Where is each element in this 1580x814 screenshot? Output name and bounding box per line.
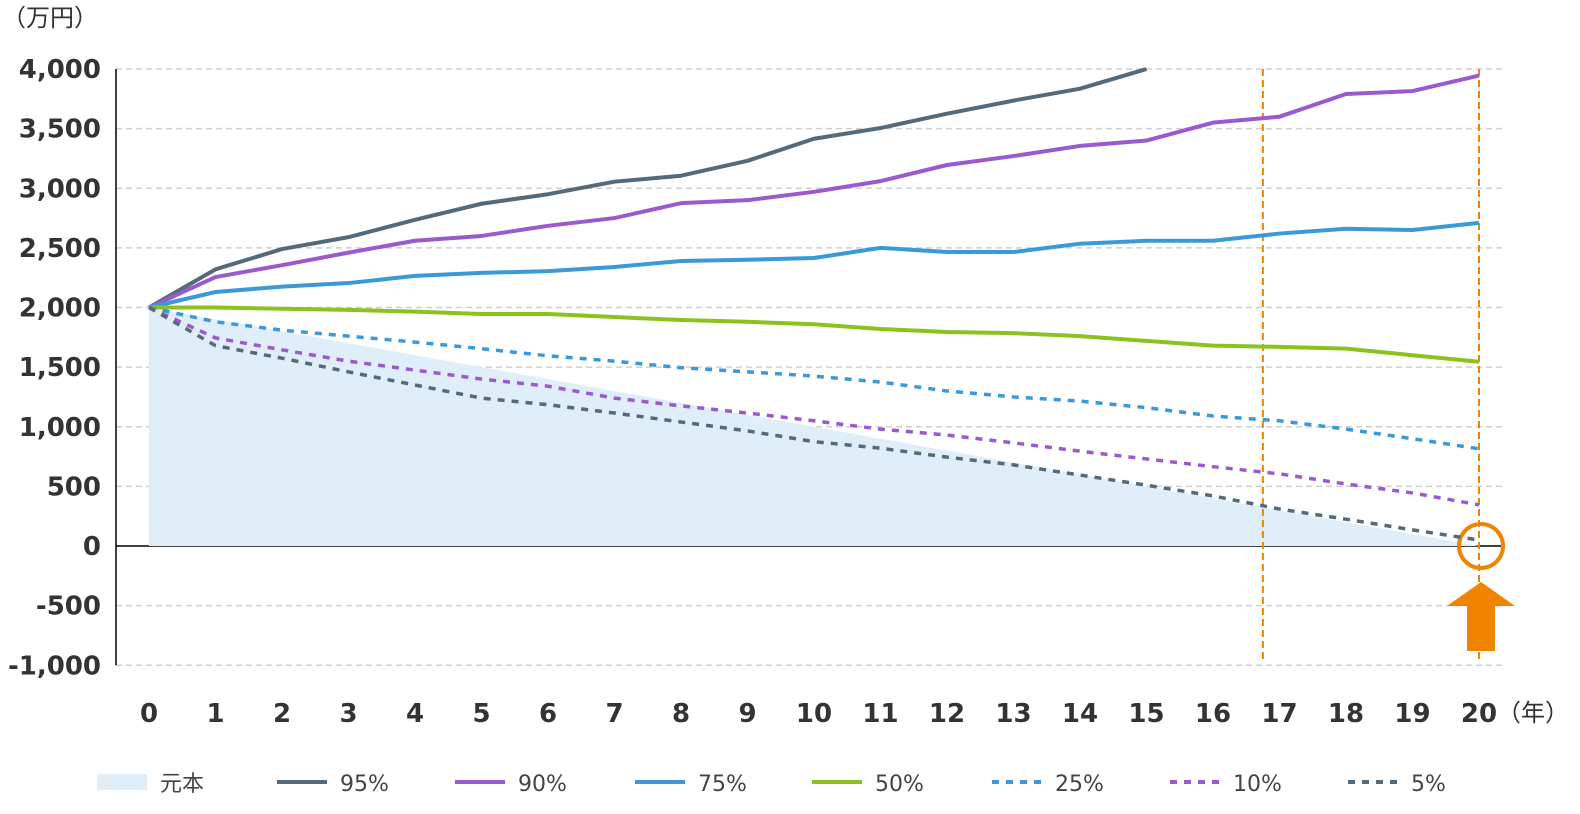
y-unit-label: （万円）: [2, 4, 98, 32]
x-tick-label: 15: [1128, 699, 1164, 729]
x-tick-label: 14: [1062, 699, 1098, 729]
y-tick-label: 3,000: [19, 174, 101, 204]
y-tick-label: 4,000: [19, 55, 101, 85]
x-axis-ticks: 0 1 2 3 4 5 6 7 8 9 10 11 12 13 14 15 16 17 18 19 20: [140, 699, 1497, 729]
legend-swatch-principal: [97, 774, 147, 790]
x-tick-label: 18: [1328, 699, 1364, 729]
y-tick-label: -1,000: [8, 651, 101, 681]
series-line-90pct: [148, 73, 1480, 310]
y-tick-label: 1,500: [19, 353, 101, 383]
x-tick-label: 8: [672, 699, 690, 729]
x-tick-label: 6: [539, 699, 557, 729]
legend-label: 90%: [518, 772, 567, 797]
legend-label: 25%: [1055, 772, 1104, 797]
series-line-95pct: [148, 67, 1148, 310]
y-tick-label: 2,000: [19, 294, 101, 324]
x-tick-label: 13: [995, 699, 1031, 729]
x-tick-label: 5: [472, 699, 490, 729]
legend-label-principal: 元本: [160, 772, 204, 797]
legend-label: 10%: [1233, 772, 1282, 797]
x-tick-label: 2: [273, 699, 291, 729]
legend-label: 95%: [340, 772, 389, 797]
x-tick-label: 16: [1195, 699, 1231, 729]
x-tick-label: 9: [738, 699, 756, 729]
highlight-circle: [1457, 522, 1505, 570]
x-tick-label: 12: [929, 699, 965, 729]
series-lines: [148, 67, 1480, 542]
y-tick-label: 3,500: [19, 115, 101, 145]
x-tick-label: 19: [1394, 699, 1430, 729]
y-axis-ticks: -1,000 -500 0 500 1,000 1,500 2,000 2,500 3,000 3…: [8, 55, 101, 681]
x-tick-label: 11: [862, 699, 898, 729]
x-tick-label: 10: [796, 699, 832, 729]
series-line-10pct: [148, 305, 1480, 507]
principal-area: [149, 307, 1479, 546]
x-unit-label: （年）: [1497, 699, 1569, 727]
legend-label: 5%: [1411, 772, 1446, 797]
legend: 元本 95% 90% 75% 50% 25% 10% 5%: [97, 772, 1446, 797]
y-tick-label: 2,500: [19, 234, 101, 264]
x-tick-label: 7: [605, 699, 623, 729]
y-tick-label: -500: [36, 592, 101, 622]
x-tick-label: 17: [1261, 699, 1297, 729]
y-tick-label: 1,000: [19, 413, 101, 443]
x-tick-label: 3: [339, 699, 357, 729]
principal-area-fill: [149, 307, 1479, 546]
annotations: [1261, 69, 1515, 663]
x-tick-label: 0: [140, 699, 158, 729]
y-tick-label: 0: [83, 532, 101, 562]
x-tick-label: 20: [1461, 699, 1497, 729]
series-line-25pct: [148, 305, 1480, 451]
series-line-50pct: [149, 305, 1480, 364]
legend-label: 75%: [698, 772, 747, 797]
x-tick-label: 4: [406, 699, 424, 729]
x-tick-label: 1: [206, 699, 224, 729]
series-line-75pct: [148, 220, 1480, 310]
legend-label: 50%: [875, 772, 924, 797]
y-tick-label: 500: [47, 472, 101, 502]
up-arrow-icon: [1447, 582, 1515, 651]
